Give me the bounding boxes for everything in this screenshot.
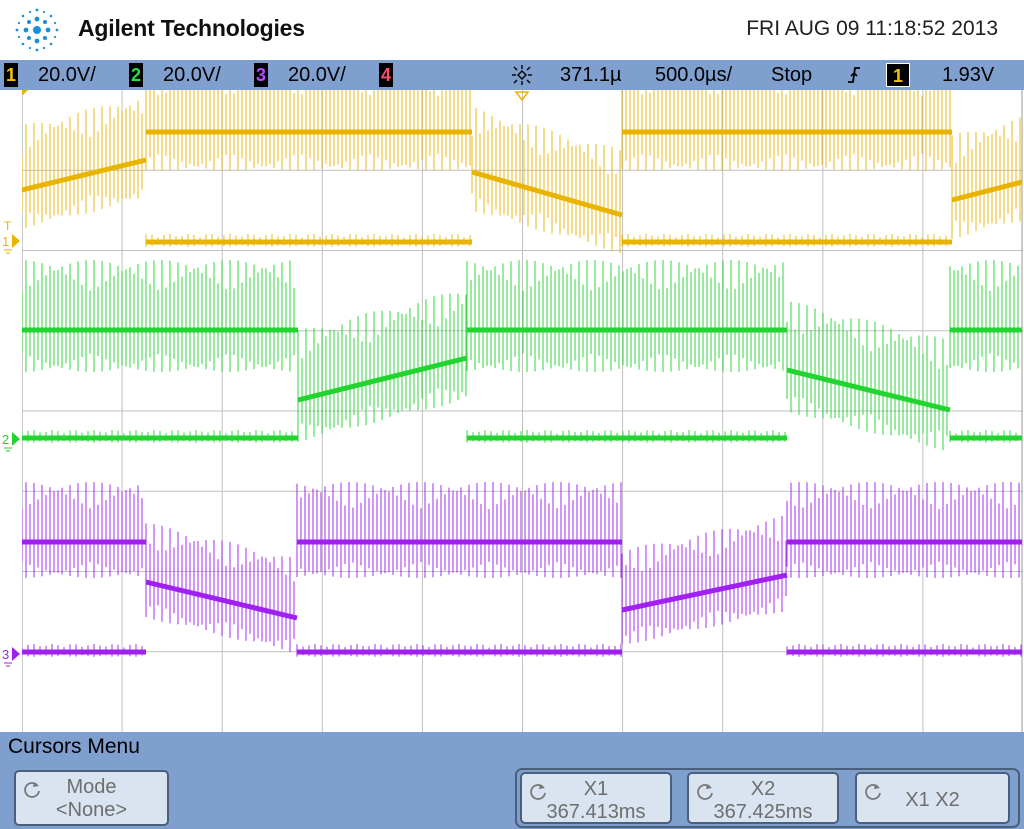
channel-3-ground-marker[interactable]: 3 bbox=[2, 647, 20, 667]
channel-4-badge[interactable]: 4 bbox=[379, 63, 393, 87]
status-bar: 1 20.0V/ 2 20.0V/ 3 20.0V/ 4 371.1µ 500.… bbox=[0, 60, 1024, 90]
run-state[interactable]: Stop bbox=[771, 64, 813, 86]
channel-3-trace bbox=[22, 482, 1022, 657]
channel-2-trace bbox=[22, 260, 1022, 451]
mode-softkey-value: <None> bbox=[55, 799, 128, 821]
brand-name: Agilent Technologies bbox=[78, 15, 305, 41]
trigger-point-marker bbox=[22, 90, 28, 96]
softkey-menu: Cursors Menu Mode <None> X1 367.413ms X2… bbox=[0, 732, 1024, 829]
x1-softkey-label: X1 bbox=[583, 778, 609, 800]
svg-text:1: 1 bbox=[2, 234, 9, 249]
svg-text:2: 2 bbox=[2, 432, 9, 447]
x2-softkey[interactable]: X2 367.425ms bbox=[687, 772, 839, 824]
trigger-level: 1.93V bbox=[942, 64, 995, 86]
channel-1-scale: 20.0V/ bbox=[38, 64, 96, 86]
rotate-knob-icon bbox=[697, 784, 713, 800]
rotate-knob-icon bbox=[24, 782, 40, 798]
x1-x2-softkey[interactable]: X1 X2 bbox=[855, 772, 1010, 824]
channel-1-badge[interactable]: 1 bbox=[4, 63, 18, 87]
rotate-knob-icon bbox=[865, 784, 881, 800]
x2-softkey-label: X2 bbox=[750, 778, 776, 800]
menu-title: Cursors Menu bbox=[8, 735, 140, 758]
x1-softkey[interactable]: X1 367.413ms bbox=[520, 772, 672, 824]
channel-2-ground-marker[interactable]: 2 bbox=[2, 432, 20, 452]
channel-2-scale: 20.0V/ bbox=[163, 64, 221, 86]
x1-x2-softkey-label: X1 X2 bbox=[905, 789, 960, 811]
date-time: FRI AUG 09 11:18:52 2013 bbox=[746, 17, 998, 40]
timebase: 500.0µs/ bbox=[655, 64, 733, 86]
rising-edge-icon bbox=[848, 67, 860, 83]
cursor-softkey-group bbox=[515, 768, 1020, 828]
svg-text:3: 3 bbox=[2, 647, 9, 662]
rotate-knob-icon bbox=[530, 784, 546, 800]
mode-softkey[interactable]: Mode <None> bbox=[14, 770, 169, 826]
trigger-level-marker: T bbox=[4, 219, 12, 233]
trigger-position-marker[interactable] bbox=[514, 91, 530, 102]
channel-1-ground-marker[interactable]: 1 bbox=[2, 234, 20, 254]
channel-2-badge[interactable]: 2 bbox=[129, 63, 143, 87]
title-bar: Agilent Technologies FRI AUG 09 11:18:52… bbox=[0, 0, 1024, 60]
channel-3-scale: 20.0V/ bbox=[288, 64, 346, 86]
channel-3-badge[interactable]: 3 bbox=[254, 63, 268, 87]
x1-softkey-value: 367.413ms bbox=[546, 801, 646, 823]
x2-softkey-value: 367.425ms bbox=[713, 801, 813, 823]
trigger-source-badge[interactable]: 1 bbox=[886, 63, 910, 87]
channel-marker-column: T 1 2 3 bbox=[0, 90, 22, 732]
trigger-delay-icon bbox=[512, 65, 532, 85]
channel-1-trace bbox=[22, 90, 1023, 253]
mode-softkey-label: Mode bbox=[66, 776, 117, 798]
waveform-display[interactable] bbox=[22, 90, 1023, 732]
trigger-delay: 371.1µ bbox=[560, 64, 622, 86]
agilent-logo-icon bbox=[15, 8, 59, 52]
